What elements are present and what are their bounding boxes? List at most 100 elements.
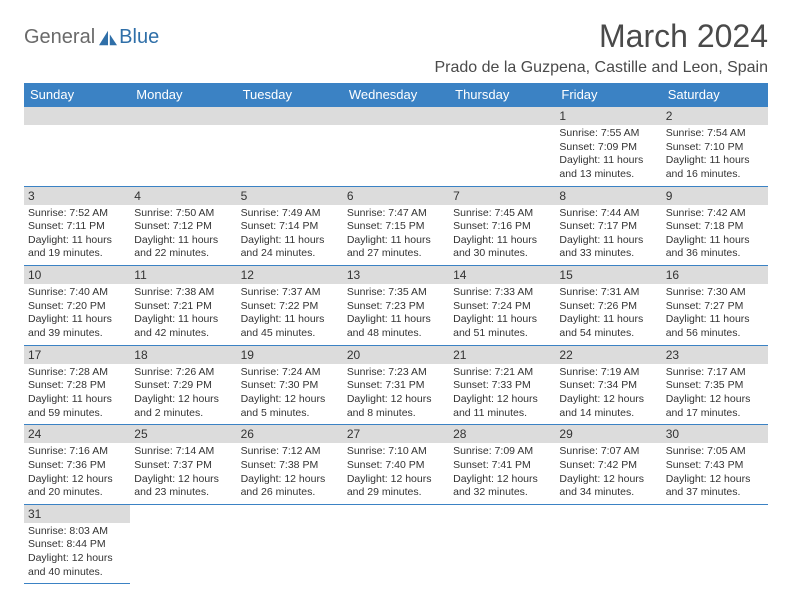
- sunrise-line: Sunrise: 7:38 AM: [134, 286, 232, 300]
- sunrise-line: Sunrise: 7:45 AM: [453, 207, 551, 221]
- day-number: [449, 107, 555, 125]
- sunset-line: Sunset: 7:26 PM: [559, 300, 657, 314]
- sunset-line: Sunset: 7:31 PM: [347, 379, 445, 393]
- day-number: 15: [555, 266, 661, 284]
- day-number: 1: [555, 107, 661, 125]
- sunset-line: Sunset: 7:14 PM: [241, 220, 339, 234]
- daylight-line: Daylight: 12 hours and 8 minutes.: [347, 393, 445, 420]
- day-details: Sunrise: 7:44 AMSunset: 7:17 PMDaylight:…: [555, 205, 661, 266]
- sunrise-line: Sunrise: 7:16 AM: [28, 445, 126, 459]
- calendar-day: [343, 504, 449, 584]
- daylight-line: Daylight: 11 hours and 33 minutes.: [559, 234, 657, 261]
- day-details: Sunrise: 7:17 AMSunset: 7:35 PMDaylight:…: [662, 364, 768, 425]
- daylight-line: Daylight: 11 hours and 27 minutes.: [347, 234, 445, 261]
- sunset-line: Sunset: 7:41 PM: [453, 459, 551, 473]
- title-block: March 2024 Prado de la Guzpena, Castille…: [434, 18, 768, 77]
- calendar-day: 17 Sunrise: 7:28 AMSunset: 7:28 PMDayligh…: [24, 345, 130, 425]
- weekday-header: Tuesday: [237, 83, 343, 107]
- calendar-day: 20Sunrise: 7:23 AMSunset: 7:31 PMDayligh…: [343, 345, 449, 425]
- sunset-line: Sunset: 7:10 PM: [666, 141, 764, 155]
- sunrise-line: Sunrise: 7:44 AM: [559, 207, 657, 221]
- calendar-day: [343, 107, 449, 187]
- day-number: 21: [449, 346, 555, 364]
- sunset-line: Sunset: 7:20 PM: [28, 300, 126, 314]
- calendar-day: 27Sunrise: 7:10 AMSunset: 7:40 PMDayligh…: [343, 425, 449, 505]
- calendar-day: 31Sunrise: 8:03 AMSunset: 8:44 PMDayligh…: [24, 504, 130, 584]
- day-details: Sunrise: 7:30 AMSunset: 7:27 PMDaylight:…: [662, 284, 768, 345]
- sunrise-line: Sunrise: 7:09 AM: [453, 445, 551, 459]
- day-number: 7: [449, 187, 555, 205]
- sail-icon: [97, 29, 119, 47]
- day-number: 14: [449, 266, 555, 284]
- day-details: Sunrise: 7:12 AMSunset: 7:38 PMDaylight:…: [237, 443, 343, 504]
- day-number: [343, 107, 449, 125]
- sunrise-line: Sunrise: 7:55 AM: [559, 127, 657, 141]
- day-details: Sunrise: 7:40 AMSunset: 7:20 PMDaylight:…: [24, 284, 130, 345]
- sunrise-line: Sunrise: 7:52 AM: [28, 207, 126, 221]
- daylight-line: Daylight: 12 hours and 37 minutes.: [666, 473, 764, 500]
- header: General Blue March 2024 Prado de la Guzp…: [24, 18, 768, 77]
- day-details: Sunrise: 7:33 AMSunset: 7:24 PMDaylight:…: [449, 284, 555, 345]
- day-number: 13: [343, 266, 449, 284]
- calendar-day: 26Sunrise: 7:12 AMSunset: 7:38 PMDayligh…: [237, 425, 343, 505]
- weekday-header: Monday: [130, 83, 236, 107]
- sunrise-line: Sunrise: 7:54 AM: [666, 127, 764, 141]
- day-number: 31: [24, 505, 130, 523]
- day-number: 3: [24, 187, 130, 205]
- sunset-line: Sunset: 7:33 PM: [453, 379, 551, 393]
- day-number: 26: [237, 425, 343, 443]
- day-details: Sunrise: 7:10 AMSunset: 7:40 PMDaylight:…: [343, 443, 449, 504]
- day-number: 2: [662, 107, 768, 125]
- day-details: Sunrise: 7:05 AMSunset: 7:43 PMDaylight:…: [662, 443, 768, 504]
- day-number: 23: [662, 346, 768, 364]
- calendar-day: 11Sunrise: 7:38 AMSunset: 7:21 PMDayligh…: [130, 266, 236, 346]
- daylight-line: Daylight: 11 hours and 59 minutes.: [28, 393, 126, 420]
- calendar-week: 1Sunrise: 7:55 AMSunset: 7:09 PMDaylight…: [24, 107, 768, 187]
- sunset-line: Sunset: 7:17 PM: [559, 220, 657, 234]
- sunrise-line: Sunrise: 7:05 AM: [666, 445, 764, 459]
- sunrise-line: Sunrise: 7:19 AM: [559, 366, 657, 380]
- daylight-line: Daylight: 12 hours and 14 minutes.: [559, 393, 657, 420]
- sunset-line: Sunset: 7:09 PM: [559, 141, 657, 155]
- sunset-line: Sunset: 7:18 PM: [666, 220, 764, 234]
- calendar-day: 25Sunrise: 7:14 AMSunset: 7:37 PMDayligh…: [130, 425, 236, 505]
- sunset-line: Sunset: 7:28 PM: [28, 379, 126, 393]
- calendar-day: 12Sunrise: 7:37 AMSunset: 7:22 PMDayligh…: [237, 266, 343, 346]
- calendar-day: 18Sunrise: 7:26 AMSunset: 7:29 PMDayligh…: [130, 345, 236, 425]
- calendar-day: 16Sunrise: 7:30 AMSunset: 7:27 PMDayligh…: [662, 266, 768, 346]
- sunrise-line: Sunrise: 7:28 AM: [28, 366, 126, 380]
- daylight-line: Daylight: 12 hours and 23 minutes.: [134, 473, 232, 500]
- day-number: 17: [24, 346, 130, 364]
- sunset-line: Sunset: 8:44 PM: [28, 538, 126, 552]
- sunrise-line: Sunrise: 7:35 AM: [347, 286, 445, 300]
- daylight-line: Daylight: 11 hours and 51 minutes.: [453, 313, 551, 340]
- day-details: Sunrise: 7:55 AMSunset: 7:09 PMDaylight:…: [555, 125, 661, 186]
- sunset-line: Sunset: 7:24 PM: [453, 300, 551, 314]
- day-number: 16: [662, 266, 768, 284]
- sunrise-line: Sunrise: 7:37 AM: [241, 286, 339, 300]
- sunrise-line: Sunrise: 7:14 AM: [134, 445, 232, 459]
- sunrise-line: Sunrise: 7:30 AM: [666, 286, 764, 300]
- day-details: Sunrise: 7:47 AMSunset: 7:15 PMDaylight:…: [343, 205, 449, 266]
- sunset-line: Sunset: 7:16 PM: [453, 220, 551, 234]
- weekday-header: Wednesday: [343, 83, 449, 107]
- daylight-line: Daylight: 11 hours and 56 minutes.: [666, 313, 764, 340]
- logo-text-1: General: [24, 26, 95, 49]
- sunrise-line: Sunrise: 7:07 AM: [559, 445, 657, 459]
- sunrise-line: Sunrise: 7:10 AM: [347, 445, 445, 459]
- day-number: 24: [24, 425, 130, 443]
- day-number: 30: [662, 425, 768, 443]
- day-details: Sunrise: 7:35 AMSunset: 7:23 PMDaylight:…: [343, 284, 449, 345]
- day-details: Sunrise: 8:03 AMSunset: 8:44 PMDaylight:…: [24, 523, 130, 584]
- day-details: Sunrise: 7:38 AMSunset: 7:21 PMDaylight:…: [130, 284, 236, 345]
- day-details: Sunrise: 7:54 AMSunset: 7:10 PMDaylight:…: [662, 125, 768, 186]
- weekday-header: Sunday: [24, 83, 130, 107]
- calendar-day: 6Sunrise: 7:47 AMSunset: 7:15 PMDaylight…: [343, 186, 449, 266]
- sunrise-line: Sunrise: 7:33 AM: [453, 286, 551, 300]
- daylight-line: Daylight: 11 hours and 39 minutes.: [28, 313, 126, 340]
- daylight-line: Daylight: 11 hours and 13 minutes.: [559, 154, 657, 181]
- daylight-line: Daylight: 11 hours and 30 minutes.: [453, 234, 551, 261]
- daylight-line: Daylight: 12 hours and 34 minutes.: [559, 473, 657, 500]
- day-details: Sunrise: 7:07 AMSunset: 7:42 PMDaylight:…: [555, 443, 661, 504]
- day-number: 6: [343, 187, 449, 205]
